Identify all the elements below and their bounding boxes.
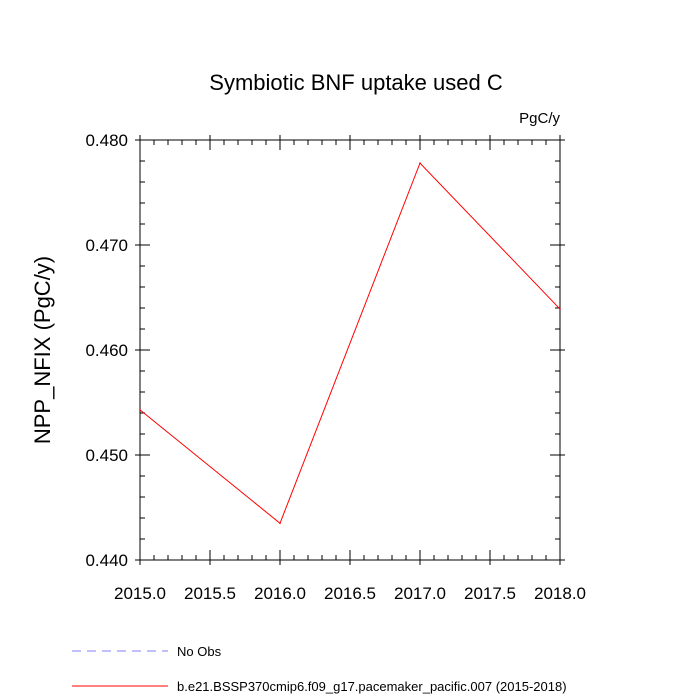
x-tick-label: 2017.0 <box>394 584 446 603</box>
y-axis-title: NPP_NFIX (PgC/y) <box>30 256 55 444</box>
x-tick-label: 2016.0 <box>254 584 306 603</box>
y-tick-label: 0.440 <box>85 551 128 570</box>
legend: No Obs b.e21.BSSP370cmip6.f09_g17.pacemak… <box>72 644 567 694</box>
y-tick-label: 0.450 <box>85 446 128 465</box>
x-tick-label: 2017.5 <box>464 584 516 603</box>
data-point <box>559 308 561 310</box>
y-tick-label: 0.460 <box>85 341 128 360</box>
x-tick-label: 2016.5 <box>324 584 376 603</box>
units-label: PgC/y <box>519 110 560 127</box>
data-point <box>139 409 141 411</box>
data-point <box>279 522 281 525</box>
legend-label-1: b.e21.BSSP370cmip6.f09_g17.pacemaker_pac… <box>177 679 567 694</box>
x-tick-label: 2018.0 <box>534 584 586 603</box>
y-tick-labels: 0.440 0.450 0.460 0.470 0.480 <box>85 131 128 570</box>
data-point <box>419 162 421 164</box>
x-tick-label: 2015.5 <box>184 584 236 603</box>
plot-frame <box>139 139 561 561</box>
series-line-1 <box>139 162 561 525</box>
series-layer <box>139 162 561 525</box>
x-tick-label: 2015.0 <box>114 584 166 603</box>
y-tick-label: 0.480 <box>85 131 128 150</box>
y-tick-label: 0.470 <box>85 236 128 255</box>
chart-title: Symbiotic BNF uptake used C <box>209 70 503 95</box>
legend-label-0: No Obs <box>177 644 222 659</box>
tick-marks <box>135 135 565 565</box>
x-tick-labels: 2015.0 2015.5 2016.0 2016.5 2017.0 2017.5 2018… <box>114 584 586 603</box>
